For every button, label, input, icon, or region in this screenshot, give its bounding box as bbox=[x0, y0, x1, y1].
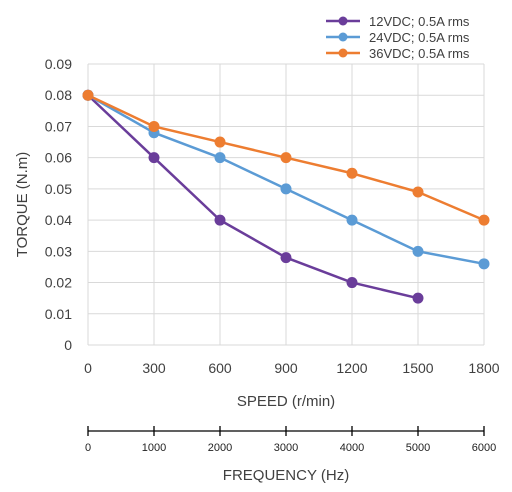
legend-marker bbox=[338, 32, 348, 42]
legend-marker bbox=[338, 48, 348, 58]
frequency-tick-label: 1000 bbox=[142, 442, 166, 454]
data-point bbox=[346, 214, 358, 226]
frequency-tick-label: 0 bbox=[85, 442, 91, 454]
legend-label: 24VDC; 0.5A rms bbox=[369, 30, 470, 45]
data-point bbox=[214, 214, 226, 226]
grid-lines bbox=[87, 63, 485, 346]
data-point bbox=[148, 120, 160, 132]
frequency-tick-label: 2000 bbox=[208, 442, 232, 454]
data-point bbox=[280, 183, 292, 195]
data-point bbox=[280, 152, 292, 164]
y-tick-label: 0.01 bbox=[45, 306, 72, 322]
x-tick-label: 600 bbox=[208, 360, 232, 376]
data-point bbox=[478, 214, 490, 226]
y-tick-label: 0.08 bbox=[45, 87, 72, 103]
data-point bbox=[478, 258, 490, 270]
data-point bbox=[82, 89, 94, 101]
data-point bbox=[280, 252, 292, 264]
y-axis-title: TORQUE (N.m) bbox=[14, 152, 31, 258]
data-point bbox=[148, 152, 160, 164]
frequency-tick-label: 6000 bbox=[472, 442, 496, 454]
legend-marker bbox=[338, 16, 348, 26]
series-line bbox=[87, 94, 419, 300]
y-tick-label: 0.03 bbox=[45, 243, 72, 259]
frequency-axis: 0 1000 2000 3000 4000 5000 6000 bbox=[85, 426, 496, 454]
x-tick-label: 1200 bbox=[336, 360, 367, 376]
data-point bbox=[412, 245, 424, 257]
data-point bbox=[412, 186, 424, 198]
legend-label: 36VDC; 0.5A rms bbox=[369, 46, 470, 61]
frequency-tick-label: 5000 bbox=[406, 442, 430, 454]
y-tick-label: 0.05 bbox=[45, 181, 72, 197]
data-point bbox=[346, 167, 358, 179]
series-group bbox=[82, 89, 490, 304]
x-tick-label: 0 bbox=[84, 360, 92, 376]
y-tick-label: 0 bbox=[64, 337, 72, 353]
y-tick-label: 0.07 bbox=[45, 118, 72, 134]
x-tick-label: 900 bbox=[274, 360, 298, 376]
frequency-axis-title: FREQUENCY (Hz) bbox=[223, 467, 349, 484]
x-tick-label: 300 bbox=[142, 360, 166, 376]
legend-label: 12VDC; 0.5A rms bbox=[369, 14, 470, 29]
x-tick-labels: 0 300 600 900 1200 1500 1800 bbox=[84, 360, 500, 376]
y-tick-label: 0.02 bbox=[45, 275, 72, 291]
y-tick-label: 0.04 bbox=[45, 212, 72, 228]
data-point bbox=[214, 136, 226, 148]
data-point bbox=[346, 277, 358, 289]
data-point bbox=[412, 292, 424, 304]
frequency-tick-label: 3000 bbox=[274, 442, 298, 454]
x-tick-label: 1800 bbox=[468, 360, 499, 376]
frequency-tick-label: 4000 bbox=[340, 442, 364, 454]
y-tick-label: 0.06 bbox=[45, 150, 72, 166]
data-point bbox=[214, 152, 226, 164]
y-tick-label: 0.09 bbox=[45, 56, 72, 72]
x-tick-label: 1500 bbox=[402, 360, 433, 376]
y-tick-labels: 0 0.01 0.02 0.03 0.04 0.05 0.06 0.07 0.08 0.09 bbox=[45, 56, 72, 353]
x-axis-title: SPEED (r/min) bbox=[237, 393, 335, 410]
